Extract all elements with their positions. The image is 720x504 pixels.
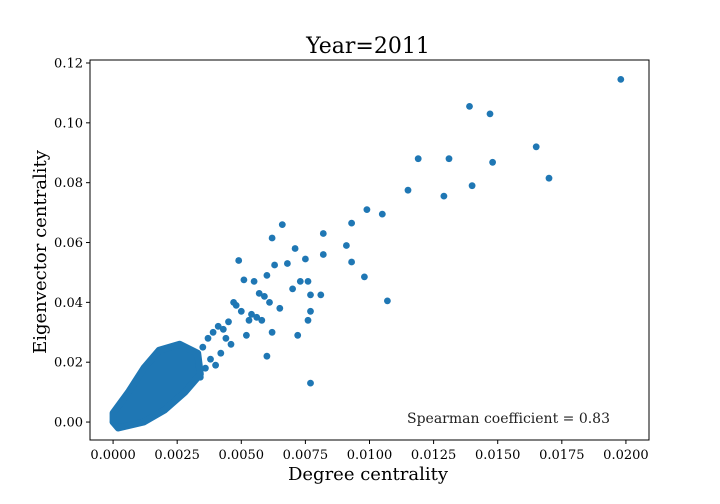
x-tick-label: 0.0100 [347, 448, 393, 463]
data-point [302, 255, 309, 263]
data-point [263, 352, 271, 360]
data-point [227, 340, 235, 348]
data-point [240, 276, 248, 284]
data-point [486, 110, 494, 118]
data-point [466, 103, 473, 110]
data-point [219, 325, 227, 333]
data-point [212, 361, 220, 369]
data-point [319, 251, 327, 258]
data-point [343, 242, 350, 249]
data-point [361, 273, 368, 281]
x-tick-label: 0.0200 [603, 448, 649, 463]
y-tick-label: 0.00 [54, 416, 83, 431]
data-point [237, 307, 245, 315]
x-tick-label: 0.0050 [219, 448, 265, 463]
data-point [202, 364, 209, 372]
data-point [291, 245, 299, 252]
x-tick-label: 0.0025 [154, 448, 200, 463]
data-point [204, 334, 212, 342]
data-point [489, 158, 496, 166]
data-point [268, 328, 276, 336]
data-point [307, 379, 314, 387]
y-tick-label: 0.10 [54, 116, 83, 131]
data-point [545, 174, 553, 182]
data-point [199, 343, 207, 351]
data-point [248, 310, 255, 318]
data-point [278, 221, 286, 229]
data-point [404, 186, 412, 194]
data-point [217, 349, 225, 357]
y-tick-label: 0.04 [54, 296, 83, 311]
y-tick-label: 0.08 [54, 176, 83, 191]
y-axis-label: Eigenvector centrality [30, 149, 51, 354]
data-point [468, 182, 476, 190]
data-point [414, 155, 422, 163]
data-point [225, 318, 232, 326]
y-tick-label: 0.06 [54, 236, 83, 251]
data-point [214, 322, 222, 330]
data-point [304, 278, 312, 285]
data-point [532, 143, 540, 151]
data-point [276, 304, 284, 312]
data-point [261, 293, 268, 300]
spearman-annotation: Spearman coefficient = 0.83 [407, 411, 610, 427]
data-point [243, 331, 250, 339]
data-point [250, 278, 258, 285]
x-axis-ticks: 0.0000 0.0025 0.0050 0.0075 0.0100 0.0125 0.01… [90, 440, 649, 463]
data-point [289, 285, 296, 293]
y-axis-ticks: 0.00 0.02 0.04 0.06 0.08 0.10 0.12 [54, 56, 90, 431]
x-axis-label: Degree centrality [288, 464, 449, 485]
data-point [258, 316, 266, 324]
x-tick-label: 0.0175 [539, 448, 585, 463]
data-point [235, 257, 243, 264]
x-tick-label: 0.0075 [283, 448, 329, 463]
data-point [266, 299, 273, 306]
data-point [348, 219, 355, 227]
data-point [317, 291, 325, 299]
data-point [255, 290, 263, 297]
dense-cloud-shape [109, 340, 204, 432]
data-point [440, 192, 448, 200]
data-point [230, 299, 238, 306]
chart-title: Year=2011 [305, 34, 430, 59]
data-point [209, 328, 217, 336]
data-point [307, 307, 314, 315]
data-point [284, 260, 291, 267]
x-tick-label: 0.0000 [90, 448, 136, 463]
data-point [348, 258, 355, 266]
data-point [207, 355, 214, 363]
x-tick-label: 0.0150 [475, 448, 521, 463]
data-point [294, 331, 302, 339]
data-point [319, 230, 327, 237]
data-point [617, 76, 625, 83]
x-tick-label: 0.0125 [411, 448, 457, 463]
data-point [445, 155, 453, 163]
data-point [304, 316, 312, 324]
data-point [296, 278, 304, 285]
data-point [384, 297, 391, 305]
y-tick-label: 0.02 [54, 356, 83, 371]
data-point [253, 313, 261, 321]
data-point [245, 316, 253, 324]
data-point [307, 291, 314, 299]
dense-point-cloud [109, 340, 204, 432]
data-point [363, 206, 371, 214]
data-point [222, 334, 230, 342]
data-point [378, 210, 386, 218]
data-point [263, 272, 271, 279]
data-point [268, 234, 276, 242]
y-tick-label: 0.12 [54, 56, 83, 71]
data-point [271, 261, 278, 269]
